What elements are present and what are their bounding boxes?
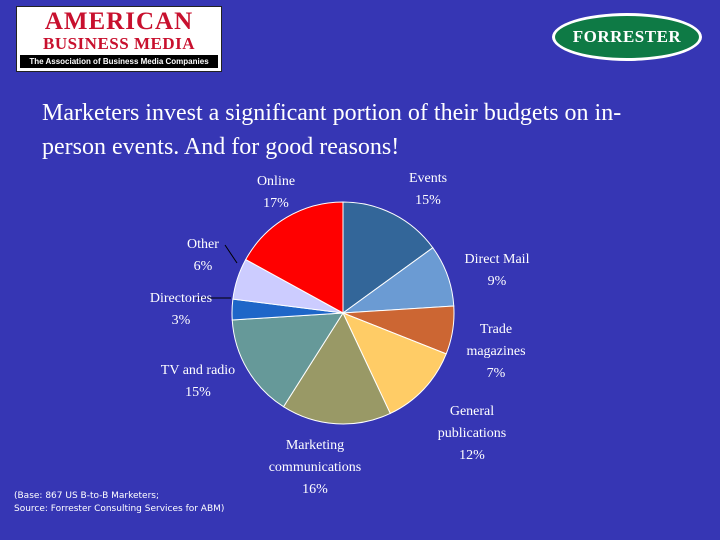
slice-label-other: Other 6% — [187, 237, 219, 274]
slice-label-general-publications: General publications 12% — [438, 404, 506, 463]
pie-slice-tv-and-radio — [231, 312, 344, 408]
source-note-base: (Base: 867 US B-to-B Marketers; — [14, 491, 160, 501]
source-note-source: Source: Forrester Consulting Services fo… — [14, 504, 225, 514]
source-note: (Base: 867 US B-to-B Marketers; Source: … — [14, 490, 294, 516]
abm-logo-tagline: The Association of Business Media Compan… — [20, 55, 218, 68]
slice-label-tv-and-radio: TV and radio 15% — [161, 363, 235, 400]
pie-slice-events — [342, 201, 434, 314]
pie-slice-general-publications — [342, 312, 447, 415]
abm-logo: AMERICAN BUSINESS MEDIA The Association … — [16, 6, 222, 72]
slice-label-marketing-communications: Marketing communications 16% — [269, 438, 362, 497]
pie-slice-online — [245, 201, 344, 314]
slice-label-directories: Directories 3% — [150, 291, 212, 328]
pie-slice-marketing-communications — [282, 311, 391, 425]
slice-label-direct-mail: Direct Mail 9% — [465, 252, 530, 289]
leader-line-other — [224, 244, 238, 264]
abm-logo-line2: BUSINESS MEDIA — [42, 34, 195, 53]
slice-label-online: Online 17% — [257, 174, 295, 211]
forrester-logo: FORRESTER — [552, 13, 702, 61]
abm-logo-line1: AMERICAN — [44, 8, 194, 35]
slide-title: Marketers invest a significant portion o… — [42, 100, 622, 160]
slice-label-trade-magazines: Trade magazines 7% — [466, 322, 525, 381]
slice-label-events: Events 15% — [409, 171, 447, 208]
